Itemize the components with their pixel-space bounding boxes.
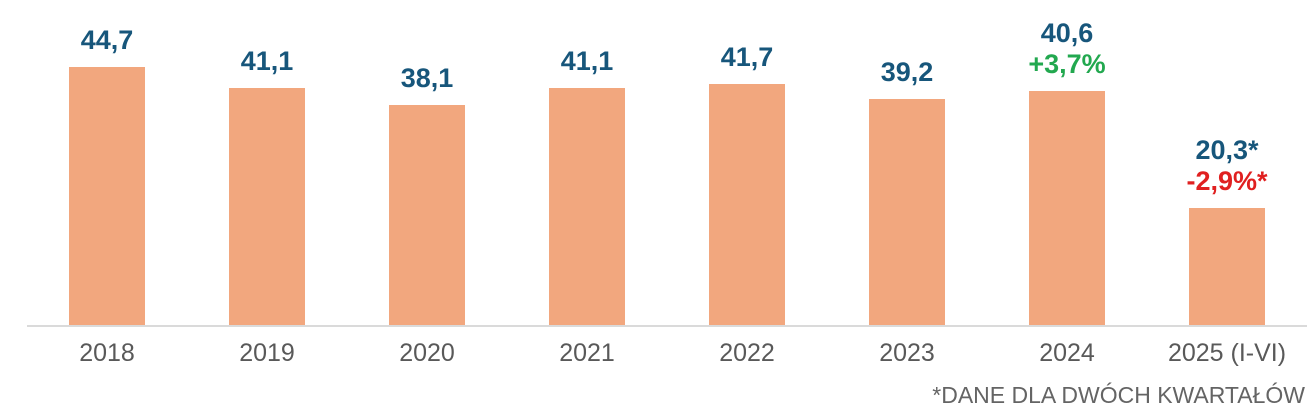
bar-label-block: 38,1 bbox=[401, 63, 454, 94]
x-axis-label-2024: 2024 bbox=[1039, 339, 1095, 367]
x-axis-label-2022: 2022 bbox=[719, 339, 775, 367]
bar-label-block: 41,1 bbox=[561, 46, 614, 77]
bar-2019 bbox=[229, 88, 305, 326]
x-axis-label-2025 (I-VI): 2025 (I-VI) bbox=[1167, 339, 1287, 367]
bar-change-label: +3,7% bbox=[1028, 49, 1106, 80]
x-axis-label-2021: 2021 bbox=[559, 339, 615, 367]
bar-column-2021: 41,1 bbox=[507, 0, 667, 326]
bar-label-block: 39,2 bbox=[881, 57, 934, 88]
bar-2023 bbox=[869, 99, 945, 326]
bar-change-label: -2,9%* bbox=[1186, 166, 1268, 197]
bar-column-2020: 38,1 bbox=[347, 0, 507, 326]
bar-value-label: 44,7 bbox=[80, 25, 134, 56]
footnote: *DANE DLA DWÓCH KWARTAŁÓW bbox=[932, 382, 1305, 408]
bar-label-block: 44,7 bbox=[81, 25, 134, 56]
x-axis-label-2020: 2020 bbox=[399, 339, 455, 367]
bar-value-label: 41,1 bbox=[240, 46, 294, 77]
bar-column-2022: 41,7 bbox=[667, 0, 827, 326]
bar-2021 bbox=[549, 88, 625, 326]
bar-column-2018: 44,7 bbox=[27, 0, 187, 326]
bar-2022 bbox=[709, 84, 785, 326]
bar-label-block: 41,7 bbox=[721, 42, 774, 73]
bar-label-block: 20,3* -2,9%* bbox=[1186, 135, 1267, 197]
x-axis-label-2018: 2018 bbox=[79, 339, 135, 367]
bar-2025 (I-VI) bbox=[1189, 208, 1265, 326]
bar-column-2024: 40,6 +3,7% bbox=[987, 0, 1147, 326]
bar-value-label: 41,7 bbox=[720, 42, 774, 73]
bar-value-label: 41,1 bbox=[560, 46, 614, 77]
bar-value-label: 20,3* bbox=[1195, 135, 1259, 166]
bar-2018 bbox=[69, 67, 145, 326]
bar-label-block: 40,6 +3,7% bbox=[1028, 18, 1105, 80]
bar-2024 bbox=[1029, 91, 1105, 326]
bar-value-label: 38,1 bbox=[400, 63, 454, 94]
bar-2020 bbox=[389, 105, 465, 326]
bar-column-2019: 41,1 bbox=[187, 0, 347, 326]
bar-value-label: 40,6 bbox=[1040, 18, 1094, 49]
bar-value-label: 39,2 bbox=[880, 57, 934, 88]
x-axis-label-2019: 2019 bbox=[239, 339, 295, 367]
x-axis-label-2023: 2023 bbox=[879, 339, 935, 367]
bar-column-2023: 39,2 bbox=[827, 0, 987, 326]
x-axis-line bbox=[27, 325, 1307, 327]
bar-label-block: 41,1 bbox=[241, 46, 294, 77]
bar-column-2025 (I-VI): 20,3* -2,9%* bbox=[1147, 0, 1307, 326]
